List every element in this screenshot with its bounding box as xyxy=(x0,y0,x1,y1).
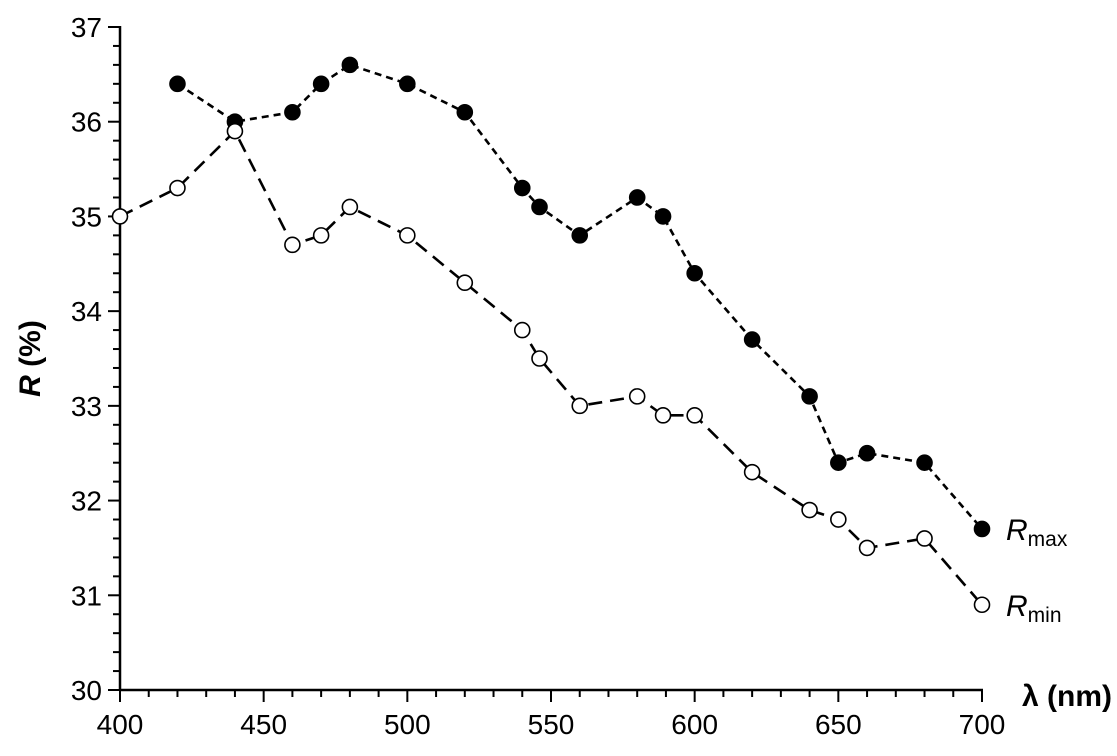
data-point-rmin xyxy=(399,227,416,244)
data-point-rmax xyxy=(628,189,646,206)
data-point-rmax xyxy=(531,198,548,216)
data-point-rmax xyxy=(801,388,818,405)
series-label-rmax: Rmax xyxy=(1006,514,1068,551)
axis-titles: λ (nm) R (%) xyxy=(14,320,1112,713)
data-point-rmax xyxy=(858,444,876,462)
x-tick-label: 650 xyxy=(815,709,862,740)
data-point-rmax xyxy=(312,75,330,93)
series-rmax xyxy=(169,56,991,538)
data-point-rmin xyxy=(312,227,330,244)
series-label-symbol: R xyxy=(1006,590,1028,623)
data-point-rmin xyxy=(531,350,548,367)
data-point-rmin xyxy=(111,208,129,225)
series-label-subscript: max xyxy=(1028,528,1068,551)
data-point-rmin xyxy=(284,236,301,254)
y-tick-label: 30 xyxy=(71,675,102,706)
data-point-rmax xyxy=(830,454,847,471)
data-point-rmax xyxy=(399,75,416,93)
y-tick-label: 31 xyxy=(71,580,102,611)
data-point-rmax xyxy=(341,56,359,74)
data-point-rmin xyxy=(743,463,761,481)
data-point-rmax xyxy=(743,331,761,348)
y-axis-title-symbol: R xyxy=(14,375,47,397)
y-axis-title-unit: (%) xyxy=(14,320,47,375)
series-line-rmax xyxy=(176,63,983,530)
data-point-rmax xyxy=(973,520,991,538)
y-tick-label: 36 xyxy=(71,107,102,138)
y-tick-label: 35 xyxy=(71,201,102,232)
data-point-rmax xyxy=(456,103,474,121)
data-point-rmax xyxy=(571,227,589,244)
y-tick-label: 37 xyxy=(71,12,102,43)
series-label-rmin: Rmin xyxy=(1006,590,1062,627)
tick-marks xyxy=(108,26,983,702)
data-point-rmin xyxy=(916,530,933,547)
data-point-rmin xyxy=(226,122,244,140)
data-point-rmax xyxy=(686,264,703,282)
x-axis-title: λ (nm) xyxy=(1022,680,1112,713)
data-point-rmax xyxy=(654,208,672,225)
data-point-rmax xyxy=(916,454,933,471)
series-label-symbol: R xyxy=(1006,514,1028,547)
series-label-subscript: min xyxy=(1028,604,1062,627)
series-layer xyxy=(111,56,991,614)
tick-labels: 400 450 500 550 600 650 700 30 31 32 33 34 35 36 37 xyxy=(71,12,1006,740)
x-tick-label: 700 xyxy=(959,709,1006,740)
data-point-rmin xyxy=(456,274,474,292)
data-point-rmin xyxy=(571,397,589,415)
data-point-rmin xyxy=(801,501,818,519)
data-point-rmin xyxy=(858,539,876,557)
data-point-rmax xyxy=(284,103,301,121)
data-point-rmin xyxy=(341,198,359,216)
x-tick-label: 550 xyxy=(528,709,575,740)
data-point-rmin xyxy=(654,407,672,424)
y-tick-label: 34 xyxy=(71,296,102,327)
data-point-rmax xyxy=(169,75,186,93)
data-point-rmin xyxy=(830,511,847,528)
x-tick-label: 450 xyxy=(240,709,287,740)
series-line-rmin xyxy=(119,129,983,606)
data-point-rmin xyxy=(169,179,186,197)
x-tick-label: 400 xyxy=(97,709,144,740)
y-axis-title: R (%) xyxy=(14,320,47,397)
series-rmin xyxy=(111,122,991,614)
data-point-rmax xyxy=(513,179,531,197)
axes xyxy=(118,26,983,692)
y-tick-label: 33 xyxy=(71,391,102,422)
data-point-rmin xyxy=(686,407,703,424)
data-point-rmin xyxy=(628,388,646,405)
y-tick-label: 32 xyxy=(71,486,102,517)
x-tick-label: 600 xyxy=(671,709,718,740)
x-tick-label: 500 xyxy=(384,709,431,740)
data-point-rmin xyxy=(973,596,991,614)
data-point-rmin xyxy=(513,321,531,339)
